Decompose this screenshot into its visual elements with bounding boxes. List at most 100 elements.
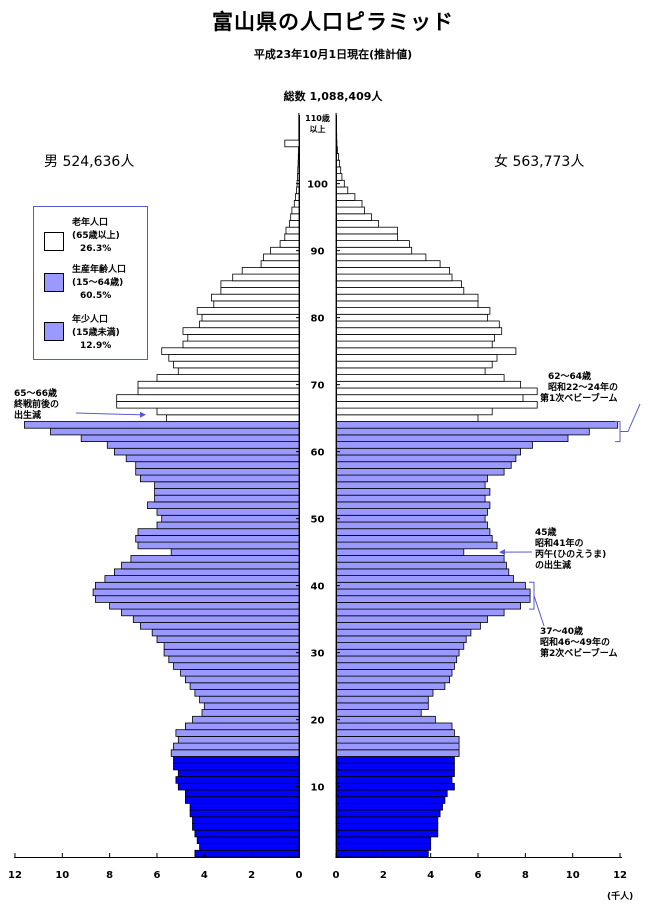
male-bar <box>192 715 300 724</box>
male-bar <box>294 193 300 201</box>
male-bar <box>297 153 300 161</box>
female-bar <box>335 561 507 570</box>
female-bar <box>335 488 491 496</box>
pointer-65-66 <box>75 412 141 416</box>
legend-young-name: 年少人口 <box>72 315 109 325</box>
male-bar <box>182 327 300 335</box>
female-bar <box>335 602 522 610</box>
female-bar <box>335 581 526 590</box>
female-bar <box>335 655 458 664</box>
annotation-62-64: 62～64歳 昭和22～24年の 第1次ベビーブーム <box>540 372 619 404</box>
male-bar <box>161 347 300 355</box>
male-bar <box>95 595 300 603</box>
male-bar <box>175 776 300 784</box>
male-bar <box>135 467 300 476</box>
male-bar <box>161 514 300 523</box>
male-bar <box>135 461 300 469</box>
female-bar <box>335 648 460 657</box>
male-bar <box>184 789 300 798</box>
male-bar <box>184 796 300 804</box>
male-bar <box>156 374 300 382</box>
male-bar <box>156 407 300 416</box>
male-bar <box>196 836 300 845</box>
male-bar <box>137 528 300 536</box>
female-bar <box>335 595 531 603</box>
female-bar <box>335 715 436 724</box>
female-bar <box>335 213 372 221</box>
male-bar <box>104 575 300 583</box>
female-bar <box>335 307 491 315</box>
female-bar <box>335 796 446 804</box>
female-bar <box>335 461 512 469</box>
female-bar <box>335 347 517 355</box>
female-bar <box>335 266 450 275</box>
legend: 老年人口 (65歳以上) 26.3% 生産年齢人口 (15～64歳) 60.5%… <box>33 206 148 360</box>
male-bar <box>175 729 300 737</box>
female-bar <box>335 354 498 362</box>
male-bar <box>163 642 300 650</box>
male-bar <box>156 521 300 530</box>
male-bar <box>184 722 300 731</box>
age-tick-label: 50 <box>311 515 325 526</box>
female-bar <box>335 400 538 409</box>
pointer-65-66-arrowhead <box>140 411 146 418</box>
male-bar <box>232 273 300 282</box>
male-bar <box>199 843 300 851</box>
male-bar <box>189 682 300 690</box>
female-bar <box>335 421 619 429</box>
female-bar <box>335 749 460 757</box>
male-x-tick-label: 4 <box>201 870 208 881</box>
male-bar <box>170 548 300 556</box>
female-bar <box>335 756 455 764</box>
bracket-62-64 <box>615 403 641 443</box>
annotation-65-66: 65～66歳 終戦前後の 出生減 <box>14 389 60 421</box>
male-bar <box>114 568 300 577</box>
male-x-tick-label: 0 <box>296 870 303 881</box>
male-bar <box>289 220 300 228</box>
male-bar <box>130 555 300 563</box>
female-bar <box>335 736 460 744</box>
female-bar <box>335 374 505 382</box>
female-bar <box>335 803 443 811</box>
male-bar <box>80 434 300 442</box>
age-top-label-sub: 以上 <box>310 124 326 134</box>
female-bar <box>335 240 410 248</box>
female-bar <box>335 588 531 597</box>
annotation-45: 45歳 昭和41年の 丙午(ひのえうま) の出生減 <box>535 528 607 571</box>
male-bar <box>135 535 300 543</box>
female-bar <box>335 849 429 858</box>
male-x-tick-label: 2 <box>248 870 255 881</box>
female-x-tick-label: 0 <box>333 870 340 881</box>
legend-working-range: (15～64歳) <box>72 278 124 288</box>
female-bar <box>335 695 429 704</box>
female-bar <box>335 823 439 831</box>
male-bar <box>156 635 300 644</box>
female-bar <box>335 829 439 838</box>
age-tick-label: 60 <box>311 448 325 459</box>
male-bar <box>170 749 300 757</box>
male-bar <box>284 139 300 148</box>
legend-working-name: 生産年齢人口 <box>72 265 127 275</box>
legend-elderly-range: (65歳以上) <box>72 231 120 241</box>
female-bar <box>335 501 491 509</box>
male-bar <box>92 588 300 597</box>
annotation-37-40: 37～40歳 昭和46～49年の 第2次ベビーブーム <box>540 627 618 659</box>
male-bar <box>285 226 300 235</box>
male-bar <box>220 280 300 288</box>
chart-subtitle: 平成23年10月1日現在(推計値) <box>253 48 413 61</box>
male-bar <box>180 669 300 677</box>
female-bar <box>335 541 498 550</box>
male-bar <box>284 233 300 241</box>
male-bar <box>121 608 300 617</box>
male-bar <box>184 675 300 684</box>
male-bar <box>293 199 300 208</box>
female-bar <box>335 669 453 677</box>
female-bar <box>335 722 453 731</box>
male-bar <box>203 702 300 711</box>
female-bar <box>335 843 432 851</box>
total-population-label: 総数 1,088,409人 <box>283 90 383 103</box>
legend-swatch-working <box>44 273 64 292</box>
male-bar <box>192 823 300 831</box>
male-bar <box>154 481 300 489</box>
female-x-tick-label: 6 <box>475 870 482 881</box>
